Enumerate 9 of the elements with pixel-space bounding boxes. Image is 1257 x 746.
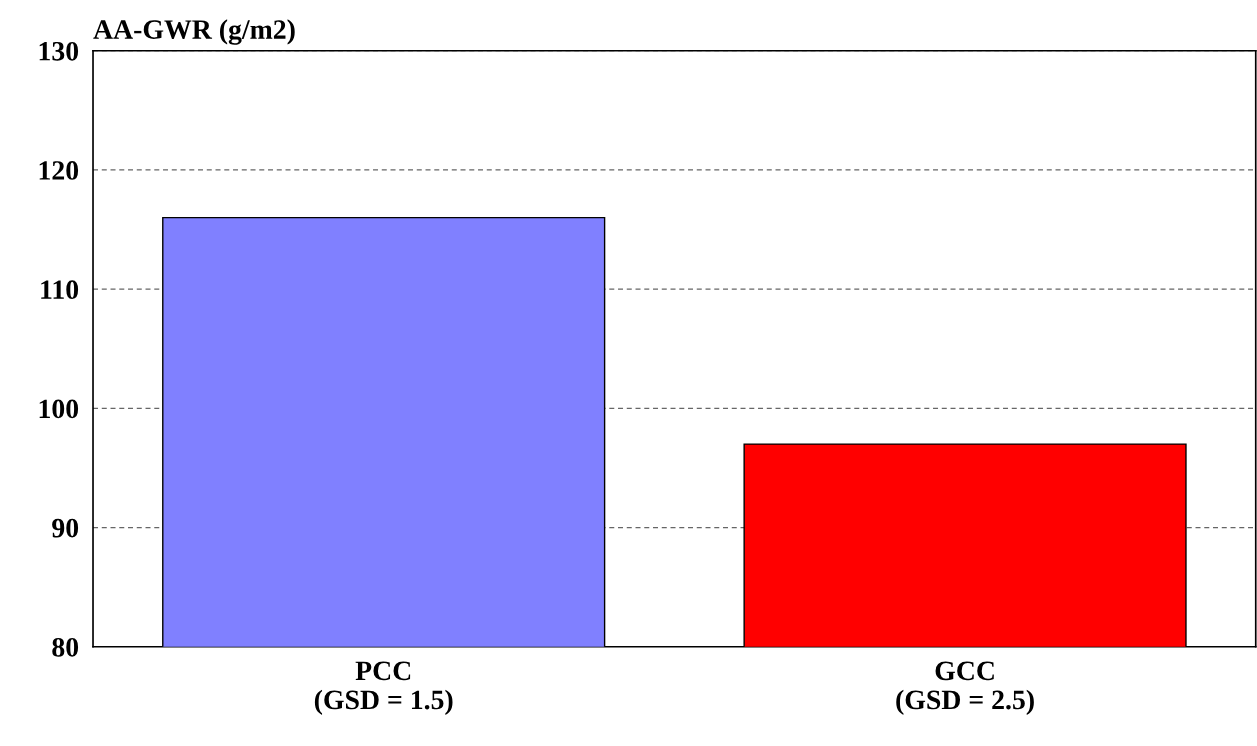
x-tick-label: GCC (GSD = 2.5): [896, 661, 1034, 715]
y-tick-label: 120: [39, 161, 79, 180]
y-tick-label: 110: [41, 280, 79, 300]
x-tick-label: PCC (GSD = 1.5): [314, 661, 453, 715]
y-tick-label: 80: [52, 637, 79, 657]
y-tick-label: 130: [39, 41, 79, 61]
y-tick-label: 100: [39, 399, 79, 419]
y-axis-title: AA-GWR (g/m2): [93, 19, 295, 45]
y-tick-label: 90: [52, 518, 79, 538]
